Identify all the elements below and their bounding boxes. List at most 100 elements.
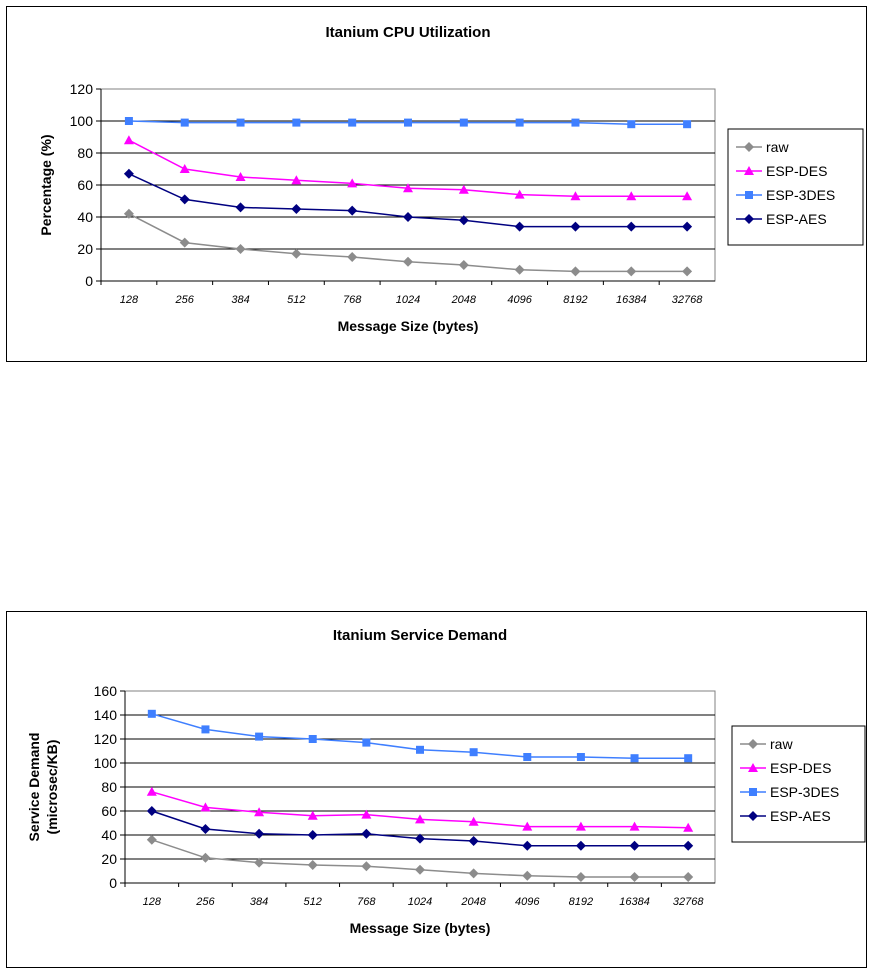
data-point <box>361 809 372 819</box>
y-tick-label: 80 <box>101 779 117 795</box>
x-tick-label: 128 <box>143 896 162 908</box>
legend-item: raw <box>740 736 793 752</box>
data-point <box>629 872 640 882</box>
data-point <box>629 821 640 831</box>
data-point <box>362 738 371 747</box>
legend-label: raw <box>766 139 789 155</box>
x-tick-label: 2048 <box>460 896 486 908</box>
data-point <box>416 745 424 754</box>
data-point <box>291 248 302 259</box>
data-point <box>291 204 302 214</box>
y-tick-label: 140 <box>94 707 118 723</box>
data-point <box>626 191 637 201</box>
data-point <box>468 868 479 879</box>
data-point <box>179 194 190 205</box>
chart-title: Itanium Service Demand <box>333 627 507 644</box>
y-tick-label: 20 <box>101 851 117 867</box>
data-point <box>522 870 533 881</box>
y-tick-label: 120 <box>70 81 94 97</box>
data-point <box>307 810 318 820</box>
data-point <box>575 872 586 882</box>
x-tick-label: 4096 <box>507 294 532 306</box>
data-point <box>415 864 425 875</box>
data-point <box>458 184 469 194</box>
data-point <box>235 172 246 181</box>
y-axis-title: Service Demand <box>26 733 42 842</box>
y-tick-label: 100 <box>94 755 118 771</box>
data-point <box>682 221 693 232</box>
x-tick-label: 16384 <box>619 896 650 908</box>
data-point <box>361 828 372 839</box>
data-point <box>570 221 581 232</box>
data-point <box>146 834 157 845</box>
data-point <box>683 840 694 851</box>
x-tick-label: 512 <box>304 896 322 908</box>
legend-swatch-marker <box>748 763 758 772</box>
data-point <box>404 118 412 127</box>
data-point <box>458 260 469 270</box>
data-point <box>459 118 468 127</box>
data-point <box>626 221 637 232</box>
data-point <box>403 183 413 193</box>
legend-item: ESP-3DES <box>736 187 835 203</box>
x-axis-title: Message Size (bytes) <box>338 318 479 334</box>
data-point <box>626 266 637 277</box>
data-point <box>179 164 190 173</box>
legend-label: ESP-DES <box>766 163 827 179</box>
data-point <box>200 802 211 812</box>
legend-item: ESP-DES <box>736 163 827 179</box>
x-tick-label: 256 <box>195 896 215 908</box>
data-point <box>307 860 318 870</box>
legend-label: ESP-3DES <box>766 187 835 203</box>
series-raw <box>123 208 693 277</box>
x-tick-label: 32768 <box>673 896 704 908</box>
legend-label: ESP-3DES <box>770 784 839 800</box>
x-tick-label: 1024 <box>408 896 432 908</box>
x-tick-label: 8192 <box>569 896 593 908</box>
x-tick-label: 256 <box>175 294 195 306</box>
series-esp-3des <box>147 709 693 763</box>
y-axis-title: (microsec/KB) <box>44 740 60 835</box>
chart-cpu-utilization: Itanium CPU Utilization 0 20 40 60 80 100 120 12… <box>6 6 867 362</box>
series-esp-aes <box>123 168 693 232</box>
data-point <box>146 806 157 816</box>
y-tick-label: 160 <box>94 683 118 699</box>
series-esp-des <box>146 786 694 832</box>
legend-label: ESP-DES <box>770 760 831 776</box>
legend-swatch-marker <box>745 191 753 199</box>
data-point <box>514 189 525 199</box>
x-tick-label: 128 <box>120 294 139 306</box>
y-tick-label: 80 <box>77 145 93 161</box>
data-point <box>630 754 639 763</box>
data-point <box>255 732 264 741</box>
data-point <box>254 857 265 868</box>
data-point <box>468 836 479 846</box>
legend-swatch-marker <box>744 166 754 175</box>
data-point <box>570 266 581 277</box>
legend-label: ESP-AES <box>766 211 827 227</box>
data-point <box>180 118 189 127</box>
data-point <box>683 120 692 129</box>
legend-item: ESP-DES <box>740 760 831 776</box>
series-esp-3des <box>124 117 692 129</box>
legend: raw ESP-DES ESP-3DES ESP-AES <box>727 128 864 246</box>
data-point <box>415 814 425 824</box>
legend: raw ESP-DES ESP-3DES ESP-AES <box>731 725 866 843</box>
data-point <box>292 118 301 127</box>
chart-svg: Itanium Service Demand 0 20 40 60 80 100 120 140… <box>26 627 866 936</box>
x-tick-label: 1024 <box>396 294 420 306</box>
x-tick-label: 512 <box>287 294 305 306</box>
legend-label: ESP-AES <box>770 808 831 824</box>
data-point <box>147 709 156 718</box>
data-point <box>468 816 479 826</box>
data-point <box>682 191 693 201</box>
x-tick-label: 16384 <box>616 294 647 306</box>
data-point <box>348 118 357 127</box>
data-point <box>347 178 358 188</box>
y-tick-label: 0 <box>109 875 117 891</box>
data-point <box>627 120 636 129</box>
data-point <box>347 205 358 216</box>
data-point <box>514 221 525 232</box>
data-point <box>200 852 211 863</box>
data-point <box>571 118 580 127</box>
